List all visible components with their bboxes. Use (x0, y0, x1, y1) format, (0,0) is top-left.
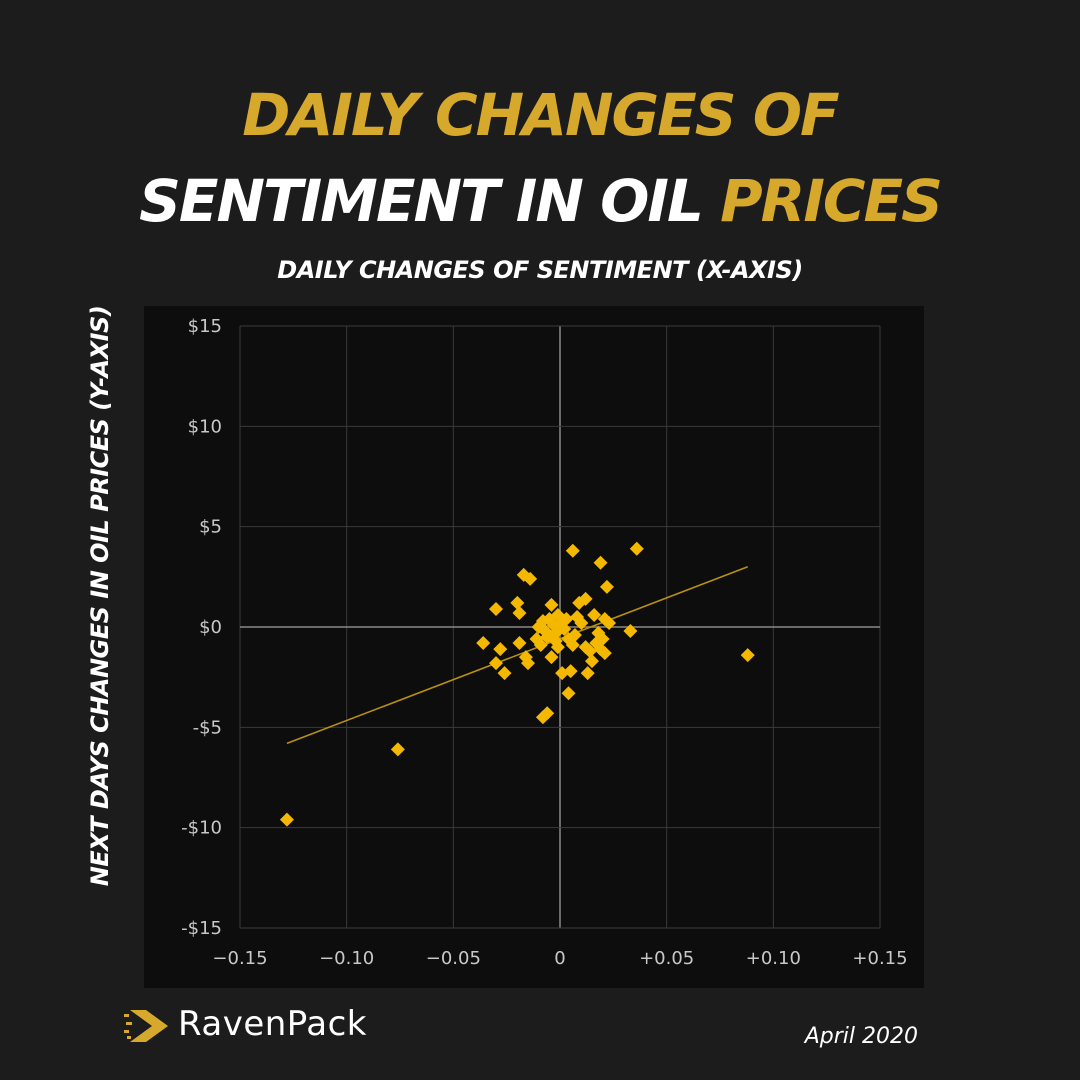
data-point (587, 607, 602, 622)
data-point (493, 642, 508, 657)
x-tick-label: +0.10 (746, 948, 801, 969)
data-point (593, 555, 608, 570)
data-point (557, 622, 572, 637)
chart-panel: −0.15 −0.10 −0.05 0 +0.05 +0.10 +0.15 $15 $10 $5 $… (144, 306, 924, 988)
data-point (544, 650, 559, 665)
y-tick-label: -$10 (181, 818, 222, 839)
y-tick-label: $10 (188, 416, 222, 437)
x-tick-label: 0 (554, 948, 565, 969)
y-axis-label: NEXT DAYS CHANGES IN OIL PRICES (Y-AXIS) (86, 305, 114, 887)
data-point (574, 615, 589, 630)
data-point (279, 812, 294, 827)
title-line-2: SENTIMENT IN OIL PRICES (0, 166, 1080, 236)
y-tick-label: $0 (199, 617, 222, 638)
data-point (548, 634, 563, 649)
data-point (578, 591, 593, 606)
data-point (476, 636, 491, 651)
data-point (542, 611, 557, 626)
data-point (629, 541, 644, 556)
data-point (580, 666, 595, 681)
data-point (565, 638, 580, 653)
brand-name: RavenPack (178, 1004, 367, 1044)
data-point (390, 742, 405, 757)
data-point (540, 706, 555, 721)
data-point (523, 571, 538, 586)
data-point (544, 597, 559, 612)
data-point (559, 611, 574, 626)
data-point (529, 632, 544, 647)
date-label: April 2020 (804, 1024, 918, 1049)
data-point (521, 656, 535, 671)
data-point (563, 664, 578, 679)
y-tick-label: -$5 (193, 717, 222, 738)
data-point (597, 646, 612, 661)
data-point (602, 615, 617, 630)
data-point (535, 613, 550, 628)
y-tick-label: $5 (199, 517, 222, 538)
ravenpack-logo-icon (124, 1010, 168, 1042)
data-point (510, 595, 525, 610)
data-point (497, 666, 512, 681)
data-point (489, 656, 503, 671)
data-point (489, 601, 503, 616)
title-line-1: DAILY CHANGES OF (0, 80, 1080, 150)
data-point (565, 543, 580, 558)
data-point (567, 628, 582, 643)
y-tick-label: $15 (188, 316, 222, 337)
y-tick-label: -$15 (181, 918, 222, 939)
x-tick-label: −0.10 (319, 948, 374, 969)
data-point (512, 636, 527, 651)
title-line-2-accent: PRICES (720, 167, 943, 235)
data-point (740, 648, 755, 663)
logo: RavenPack (124, 1004, 444, 1048)
x-tick-label: +0.05 (639, 948, 694, 969)
x-tick-label: −0.05 (426, 948, 481, 969)
data-point (512, 605, 527, 620)
title-line-1-text: DAILY CHANGES OF (242, 81, 839, 149)
data-point (582, 644, 597, 659)
data-point (585, 654, 599, 669)
data-point (591, 626, 606, 641)
x-tick-label: −0.15 (212, 948, 267, 969)
x-tick-label: +0.15 (852, 948, 907, 969)
data-point (593, 642, 608, 657)
data-point (623, 624, 638, 639)
data-point (599, 579, 614, 594)
data-point (561, 686, 576, 701)
trend-line (286, 566, 749, 745)
title-line-2-white: SENTIMENT IN OIL (139, 167, 704, 235)
data-point (535, 710, 550, 725)
x-axis-label: DAILY CHANGES OF SENTIMENT (X-AXIS) (277, 256, 803, 284)
data-point (533, 638, 548, 653)
scatter-chart: −0.15 −0.10 −0.05 0 +0.05 +0.10 +0.15 $15 $10 $5 $… (181, 316, 907, 969)
